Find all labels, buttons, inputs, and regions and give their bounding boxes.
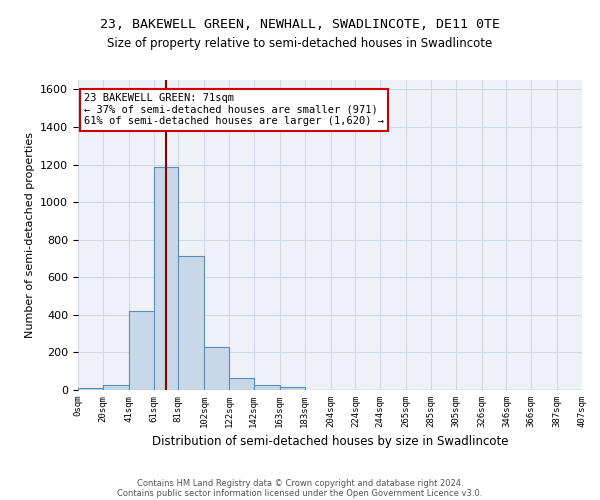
Bar <box>103 386 129 390</box>
Text: Contains HM Land Registry data © Crown copyright and database right 2024.: Contains HM Land Registry data © Crown c… <box>137 478 463 488</box>
Y-axis label: Number of semi-detached properties: Number of semi-detached properties <box>25 132 35 338</box>
Bar <box>154 168 178 390</box>
Bar <box>229 378 254 390</box>
Text: Contains public sector information licensed under the Open Government Licence v3: Contains public sector information licen… <box>118 488 482 498</box>
Text: Size of property relative to semi-detached houses in Swadlincote: Size of property relative to semi-detach… <box>107 38 493 51</box>
Text: 23, BAKEWELL GREEN, NEWHALL, SWADLINCOTE, DE11 0TE: 23, BAKEWELL GREEN, NEWHALL, SWADLINCOTE… <box>100 18 500 30</box>
Text: 23 BAKEWELL GREEN: 71sqm
← 37% of semi-detached houses are smaller (971)
61% of : 23 BAKEWELL GREEN: 71sqm ← 37% of semi-d… <box>84 93 384 126</box>
Bar <box>129 311 154 390</box>
X-axis label: Distribution of semi-detached houses by size in Swadlincote: Distribution of semi-detached houses by … <box>152 436 508 448</box>
Bar <box>178 256 205 390</box>
Bar <box>254 386 280 390</box>
Bar <box>205 347 229 390</box>
Bar <box>78 388 103 390</box>
Bar <box>280 387 305 390</box>
